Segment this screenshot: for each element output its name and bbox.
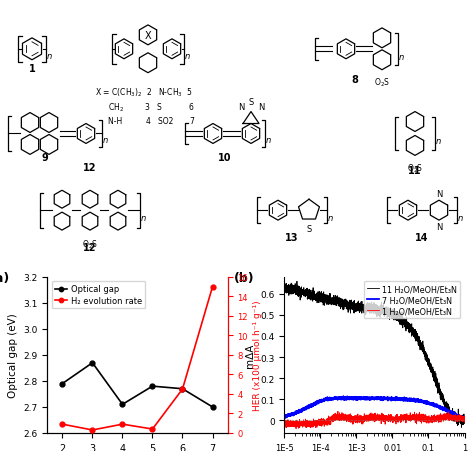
- Text: 13: 13: [285, 233, 299, 243]
- Text: (a): (a): [0, 271, 10, 284]
- 7 H₂O/MeOH/Et₃N: [358, 396, 364, 402]
- 11 H₂O/MeOH/Et₃N: [351, 310, 356, 315]
- Optical gap: [119, 402, 125, 407]
- Text: 10: 10: [218, 153, 232, 163]
- Optical gap: [60, 381, 65, 387]
- Line: 1 H₂O/MeOH/Et₃N: 1 H₂O/MeOH/Et₃N: [284, 411, 465, 428]
- Text: n: n: [185, 52, 190, 61]
- Y-axis label: mΔA: mΔA: [245, 343, 255, 367]
- 1 H₂O/MeOH/Et₃N: [351, 418, 356, 423]
- 7 H₂O/MeOH/Et₃N: [302, 407, 308, 412]
- H₂ evolution rate: [210, 285, 215, 290]
- Text: 14: 14: [415, 233, 429, 243]
- Line: H₂ evolution rate: H₂ evolution rate: [60, 285, 215, 433]
- Text: 8: 8: [352, 74, 358, 84]
- Line: 11 H₂O/MeOH/Et₃N: 11 H₂O/MeOH/Et₃N: [284, 281, 465, 428]
- Text: (b): (b): [234, 271, 255, 284]
- Text: O$_2$S: O$_2$S: [82, 238, 98, 250]
- Text: S: S: [306, 225, 311, 234]
- 7 H₂O/MeOH/Et₃N: [439, 405, 445, 410]
- Text: n: n: [399, 53, 404, 62]
- Text: S: S: [248, 97, 254, 106]
- 1 H₂O/MeOH/Et₃N: [462, 415, 467, 421]
- Text: X: X: [145, 31, 151, 41]
- 7 H₂O/MeOH/Et₃N: [460, 417, 466, 422]
- 7 H₂O/MeOH/Et₃N: [313, 400, 319, 406]
- Text: N: N: [436, 223, 442, 232]
- Text: n: n: [141, 214, 146, 223]
- 11 H₂O/MeOH/Et₃N: [313, 292, 319, 298]
- Text: N: N: [258, 102, 264, 111]
- Text: n: n: [436, 137, 441, 146]
- H₂ evolution rate: [180, 387, 185, 392]
- Text: CH$_2$         3   S           6: CH$_2$ 3 S 6: [108, 101, 194, 114]
- Text: 11: 11: [408, 166, 422, 176]
- 11 H₂O/MeOH/Et₃N: [302, 292, 308, 298]
- 1 H₂O/MeOH/Et₃N: [313, 420, 319, 426]
- Y-axis label: Optical gap (eV): Optical gap (eV): [8, 313, 18, 397]
- Legend: 11 H₂O/MeOH/Et₃N, 7 H₂O/MeOH/Et₃N, 1 H₂O/MeOH/Et₃N: 11 H₂O/MeOH/Et₃N, 7 H₂O/MeOH/Et₃N, 1 H₂O…: [364, 281, 461, 319]
- 7 H₂O/MeOH/Et₃N: [282, 415, 287, 420]
- 7 H₂O/MeOH/Et₃N: [340, 394, 346, 399]
- Text: N: N: [238, 102, 244, 111]
- Text: n: n: [266, 136, 271, 145]
- Text: n: n: [47, 52, 52, 61]
- 7 H₂O/MeOH/Et₃N: [458, 414, 464, 419]
- 11 H₂O/MeOH/Et₃N: [458, 418, 464, 423]
- 1 H₂O/MeOH/Et₃N: [458, 416, 464, 422]
- Optical gap: [90, 360, 95, 366]
- 1 H₂O/MeOH/Et₃N: [439, 413, 445, 418]
- Text: 9: 9: [42, 153, 48, 163]
- 1 H₂O/MeOH/Et₃N: [282, 423, 287, 429]
- Text: O$\mathregular{_2}$S: O$\mathregular{_2}$S: [374, 77, 390, 89]
- Text: N: N: [436, 190, 442, 199]
- Text: n: n: [458, 214, 463, 223]
- Text: 1: 1: [28, 64, 36, 74]
- Line: 7 H₂O/MeOH/Et₃N: 7 H₂O/MeOH/Et₃N: [284, 396, 465, 419]
- Text: 12: 12: [83, 243, 97, 253]
- 11 H₂O/MeOH/Et₃N: [439, 392, 445, 398]
- H₂ evolution rate: [150, 426, 155, 432]
- Text: 12: 12: [83, 163, 97, 173]
- Text: n: n: [103, 136, 108, 145]
- H₂ evolution rate: [119, 422, 125, 427]
- Optical gap: [150, 383, 155, 389]
- Legend: Optical gap, H₂ evolution rate: Optical gap, H₂ evolution rate: [52, 281, 146, 308]
- Optical gap: [210, 404, 215, 410]
- 11 H₂O/MeOH/Et₃N: [294, 279, 300, 284]
- Text: n: n: [328, 214, 333, 223]
- Text: N-H          4   SO2       7: N-H 4 SO2 7: [108, 116, 195, 125]
- 11 H₂O/MeOH/Et₃N: [358, 306, 364, 311]
- 11 H₂O/MeOH/Et₃N: [282, 284, 287, 290]
- H₂ evolution rate: [90, 428, 95, 433]
- 1 H₂O/MeOH/Et₃N: [358, 413, 364, 419]
- Y-axis label: HER (x100 μmol h⁻¹ g⁻¹): HER (x100 μmol h⁻¹ g⁻¹): [254, 300, 263, 410]
- Line: Optical gap: Optical gap: [60, 360, 215, 410]
- 1 H₂O/MeOH/Et₃N: [302, 421, 308, 427]
- 1 H₂O/MeOH/Et₃N: [335, 409, 341, 414]
- 7 H₂O/MeOH/Et₃N: [351, 395, 356, 400]
- Text: X = C(CH$_3$)$_2$  2   N-CH$_3$  5: X = C(CH$_3$)$_2$ 2 N-CH$_3$ 5: [95, 87, 192, 99]
- 11 H₂O/MeOH/Et₃N: [458, 425, 464, 430]
- Text: O$_2$S: O$_2$S: [407, 162, 423, 175]
- 11 H₂O/MeOH/Et₃N: [462, 418, 467, 423]
- 7 H₂O/MeOH/Et₃N: [462, 417, 467, 422]
- Optical gap: [180, 386, 185, 391]
- 1 H₂O/MeOH/Et₃N: [293, 426, 299, 431]
- H₂ evolution rate: [60, 422, 65, 427]
